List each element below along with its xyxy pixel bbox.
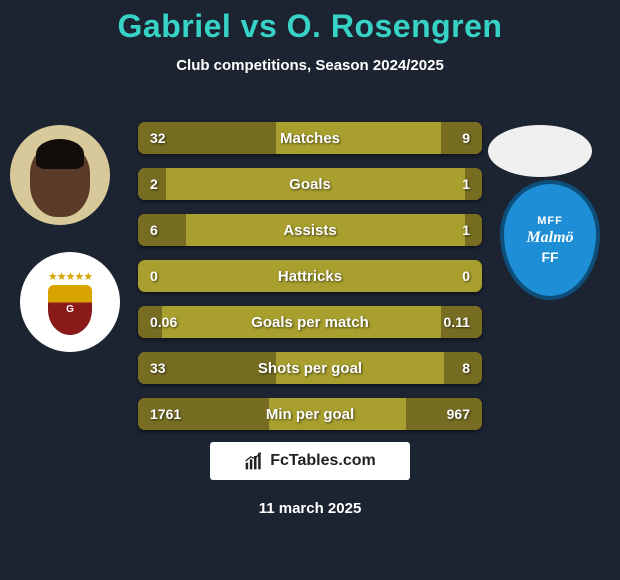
stat-label: Assists [138,214,482,246]
footer-date: 11 march 2025 [0,500,620,517]
stat-value-right: 8 [462,352,470,384]
stat-label: Hattricks [138,260,482,292]
player-right-avatar [488,125,592,177]
page-title: Gabriel vs O. Rosengren [0,8,620,45]
stat-row: 32Matches9 [138,122,482,154]
club-left-shield: G [48,285,92,335]
club-left-badge: ★★★★★ G [20,252,120,352]
stat-value-right: 1 [462,214,470,246]
fctables-text: FcTables.com [270,452,376,470]
stat-row: 33Shots per goal8 [138,352,482,384]
stat-value-right: 0 [462,260,470,292]
player-left-avatar [10,125,110,225]
stat-label: Shots per goal [138,352,482,384]
stat-value-right: 1 [462,168,470,200]
club-right-mid: Malmö [526,229,573,247]
comparison-infographic: Gabriel vs O. Rosengren Club competition… [0,0,620,580]
stat-label: Goals [138,168,482,200]
avatar-silhouette [30,145,90,217]
club-right-bottom: FF [541,249,558,265]
stat-row: 0Hattricks0 [138,260,482,292]
stat-label: Min per goal [138,398,482,430]
club-right-top: MFF [537,215,563,227]
stat-label: Matches [138,122,482,154]
stat-value-right: 9 [462,122,470,154]
stat-row: 2Goals1 [138,168,482,200]
club-left-stars: ★★★★★ [48,270,92,283]
stat-row: 1761Min per goal967 [138,398,482,430]
stat-value-right: 0.11 [444,306,470,338]
chart-icon [244,451,264,471]
stat-row: 6Assists1 [138,214,482,246]
fctables-logo: FcTables.com [210,442,410,480]
stat-row: 0.06Goals per match0.11 [138,306,482,338]
stats-container: 32Matches9 2Goals1 6Assists1 0Hattricks0 0.0… [138,122,482,444]
stat-label: Goals per match [138,306,482,338]
page-subtitle: Club competitions, Season 2024/2025 [0,57,620,74]
stat-value-right: 967 [447,398,470,430]
club-left-initial: G [66,304,74,315]
club-right-badge: MFF Malmö FF [500,180,600,300]
